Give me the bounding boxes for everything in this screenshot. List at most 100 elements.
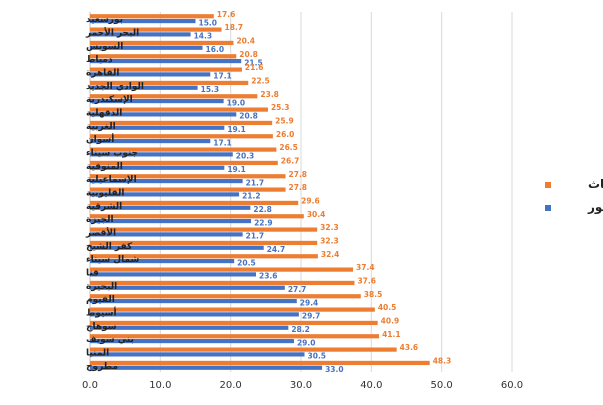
- bar-female: [90, 214, 304, 219]
- bar-male: [90, 72, 211, 77]
- data-label-female: 20.8: [239, 50, 258, 59]
- category-label: المنيا: [86, 349, 109, 359]
- bar-male: [90, 45, 203, 50]
- bars-group: [90, 14, 430, 370]
- category-label: الأقصر: [85, 227, 116, 239]
- category-label: بورسعيد: [86, 15, 123, 25]
- data-label-male: 28.2: [291, 325, 310, 334]
- bar-female: [90, 174, 286, 179]
- data-label-male: 24.7: [267, 245, 286, 254]
- data-label-male: 21.7: [246, 178, 265, 187]
- data-label-female: 37.6: [357, 276, 376, 285]
- bar-female: [90, 120, 273, 126]
- data-label-female: 25.9: [275, 116, 294, 125]
- bar-male: [90, 32, 191, 37]
- data-label-male: 21.7: [246, 232, 265, 241]
- data-label-female: 25.3: [271, 103, 290, 112]
- data-label-male: 23.6: [259, 272, 278, 281]
- x-tick-label: 40.0: [360, 380, 382, 391]
- bar-female: [90, 80, 249, 86]
- bar-male: [90, 232, 243, 237]
- category-label: الدقهلية: [86, 109, 122, 119]
- bar-female: [90, 40, 234, 46]
- bar-female: [90, 160, 278, 166]
- data-label-female: 30.4: [307, 210, 326, 219]
- category-label: أسوان: [86, 133, 114, 145]
- x-tick-label: 30.0: [290, 380, 312, 391]
- data-label-female: 29.6: [301, 196, 320, 205]
- data-label-female: 26.0: [276, 130, 295, 139]
- data-label-male: 15.0: [199, 18, 218, 27]
- data-label-female: 32.4: [321, 250, 340, 259]
- data-label-male: 21.2: [242, 192, 261, 201]
- category-label: الإسماعيلية: [86, 175, 137, 185]
- bar-female: [90, 334, 380, 339]
- bar-female: [90, 200, 299, 206]
- data-label-female: 32.3: [320, 236, 339, 245]
- bar-female: [90, 27, 222, 32]
- x-tick-label: 0.0: [82, 380, 98, 391]
- data-label-female: 43.6: [400, 343, 419, 352]
- category-label: دمياط: [86, 55, 113, 65]
- legend-swatch: [545, 205, 551, 211]
- data-label-female: 41.1: [382, 330, 401, 339]
- gridlines: [89, 12, 513, 372]
- bar-male: [90, 312, 299, 317]
- data-label-male: 14.3: [194, 32, 213, 41]
- bar-male: [90, 85, 198, 90]
- bar-male: [90, 285, 285, 290]
- bar-male: [90, 98, 224, 104]
- data-label-female: 27.8: [289, 170, 308, 179]
- bar-female: [90, 54, 237, 59]
- category-label: الوادي الجديد: [86, 82, 144, 92]
- bar-female: [90, 134, 273, 139]
- data-label-male: 22.8: [253, 205, 272, 214]
- bar-female: [90, 347, 397, 352]
- bar-male: [90, 192, 240, 197]
- category-label: قنا: [86, 269, 99, 279]
- data-label-female: 22.5: [251, 76, 270, 85]
- bar-male: [90, 352, 305, 357]
- data-label-female: 37.4: [356, 263, 375, 272]
- data-label-male: 33.0: [325, 365, 344, 374]
- data-label-female: 23.8: [260, 90, 279, 99]
- category-labels: بورسعيد البحر الأحمر السويس دمياط القاهرة الو…: [85, 15, 144, 372]
- bar-female: [90, 254, 318, 259]
- x-tick-label: 60.0: [501, 380, 523, 391]
- data-label-female: 20.4: [236, 36, 255, 45]
- category-label: جنوب سيناء: [86, 149, 138, 159]
- bar-male: [90, 258, 235, 264]
- category-label: شمال سيناء: [86, 255, 140, 265]
- data-label-male: 17.1: [213, 72, 232, 81]
- data-label-male: 21.5: [244, 58, 263, 67]
- data-label-male: 29.4: [300, 298, 319, 307]
- category-label: البحر الأحمر: [85, 27, 139, 39]
- bar-female: [90, 147, 277, 152]
- value-labels: 17.615.018.714.320.416.020.821.521.617.1…: [194, 10, 452, 374]
- category-label: الفيوم: [86, 295, 115, 305]
- data-label-male: 29.7: [302, 312, 321, 321]
- bar-female: [90, 267, 354, 272]
- data-label-male: 27.7: [288, 285, 307, 294]
- bar-female: [90, 107, 268, 112]
- data-label-female: 21.6: [245, 63, 264, 72]
- category-label: كفر الشيخ: [86, 242, 133, 252]
- legend: إناث ذكور: [545, 177, 603, 215]
- bar-male: [90, 272, 256, 277]
- data-label-male: 20.8: [239, 112, 258, 121]
- bar-female: [90, 227, 318, 232]
- data-label-male: 20.3: [236, 152, 255, 161]
- category-label: القاهرة: [86, 69, 119, 79]
- data-label-male: 19.1: [227, 165, 246, 174]
- data-label-female: 27.8: [289, 183, 308, 192]
- data-label-male: 16.0: [206, 45, 225, 54]
- bar-male: [90, 365, 323, 370]
- bar-female: [90, 320, 378, 326]
- bar-male: [90, 58, 242, 64]
- category-label: القليوبية: [86, 189, 124, 199]
- bar-female: [90, 307, 375, 312]
- data-label-female: 40.5: [378, 303, 397, 312]
- x-tick-label: 50.0: [431, 380, 453, 391]
- bar-female: [90, 280, 355, 286]
